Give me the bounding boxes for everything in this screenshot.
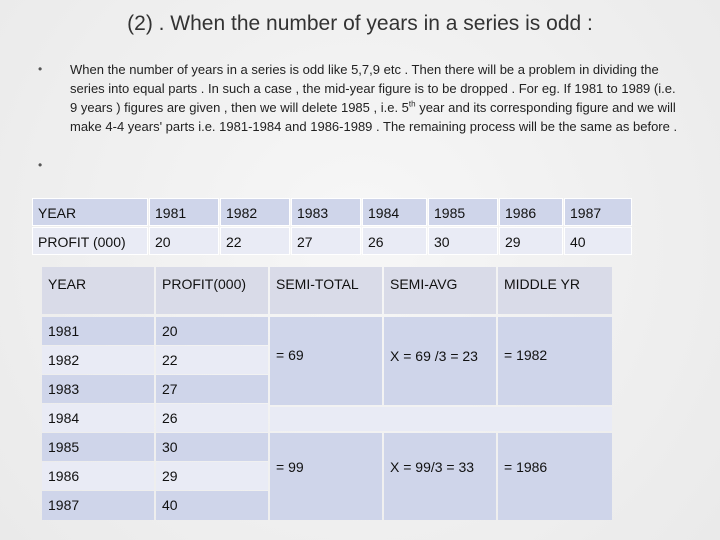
semi-avg-group-2: X = 99/3 = 33 <box>384 433 496 520</box>
dropped-year-spacer <box>270 407 612 431</box>
table1-header-profit: PROFIT (000) <box>32 227 148 255</box>
table2-header-semi-avg: SEMI-AVG <box>384 267 496 314</box>
semi-avg-group-1: X = 69 /3 = 23 <box>384 317 496 405</box>
table2-profit: 29 <box>156 462 268 490</box>
table1-header-year: YEAR <box>32 198 148 226</box>
paragraph-superscript: th <box>408 99 416 109</box>
middle-yr-group-1: = 1982 <box>498 317 612 405</box>
table1-year: 1986 <box>499 198 563 226</box>
table1-profit: 27 <box>291 227 361 255</box>
table1-year: 1985 <box>428 198 498 226</box>
table1-profit: 20 <box>149 227 219 255</box>
page-title: (2) . When the number of years in a seri… <box>127 12 593 35</box>
table2-year: 1982 <box>42 346 154 374</box>
table2-profit: 40 <box>156 491 268 520</box>
bullet-1: • <box>38 62 43 76</box>
table2-year: 1983 <box>42 375 154 403</box>
middle-yr-group-2: = 1986 <box>498 433 612 520</box>
table2-year: 1987 <box>42 491 154 520</box>
bullet-paragraph: When the number of years in a series is … <box>70 60 682 136</box>
table1-year: 1981 <box>149 198 219 226</box>
table2-profit: 26 <box>156 404 268 432</box>
table1-year: 1983 <box>291 198 361 226</box>
table1-year: 1984 <box>362 198 427 226</box>
table2-year: 1984 <box>42 404 154 432</box>
bullet-2: • <box>38 158 43 172</box>
table2-profit: 27 <box>156 375 268 403</box>
table2-year: 1981 <box>42 317 154 345</box>
semi-total-group-2: = 99 <box>270 433 382 520</box>
table1-profit: 30 <box>428 227 498 255</box>
table1-profit: 40 <box>564 227 632 255</box>
table2-profit: 22 <box>156 346 268 374</box>
table2-profit: 30 <box>156 433 268 461</box>
table1-year: 1982 <box>220 198 290 226</box>
table2-header-middle-yr: MIDDLE YR <box>498 267 612 314</box>
table2-header-year: YEAR <box>42 267 154 314</box>
table1-profit: 22 <box>220 227 290 255</box>
semi-total-group-1: = 69 <box>270 317 382 405</box>
semi-average-table: YEAR PROFIT(000) SEMI-TOTAL SEMI-AVG MID… <box>42 267 612 522</box>
table2-profit: 20 <box>156 317 268 345</box>
table1-year: 1987 <box>564 198 632 226</box>
table1-profit: 26 <box>362 227 427 255</box>
table2-year: 1985 <box>42 433 154 461</box>
paragraph-text-2: year and its corresponding figure and we… <box>70 100 678 134</box>
table2-header-semi-total: SEMI-TOTAL <box>270 267 382 314</box>
table1-profit: 29 <box>499 227 563 255</box>
paragraph-text-1: When the number of years in a series is … <box>70 62 676 115</box>
table2-header-profit: PROFIT(000) <box>156 267 268 314</box>
table2-year: 1986 <box>42 462 154 490</box>
